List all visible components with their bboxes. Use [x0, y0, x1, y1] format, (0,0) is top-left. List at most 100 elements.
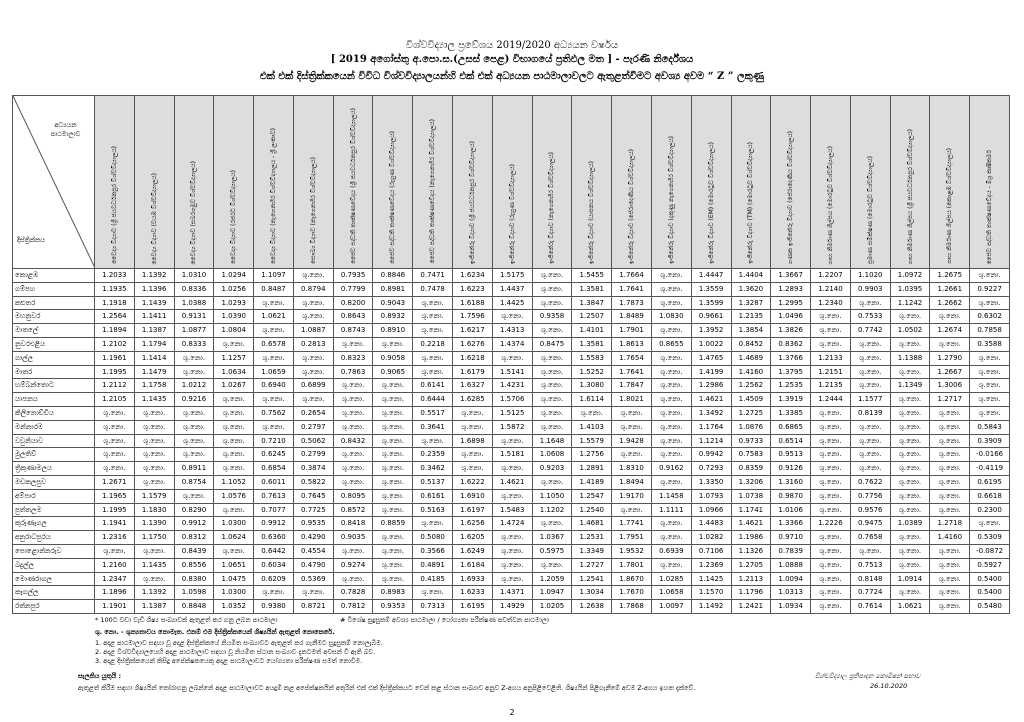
district-cell: වවුනියාව — [12, 433, 95, 449]
z-score-cell: ශු.නො. — [969, 350, 1010, 366]
z-score-cell: 0.9710 — [770, 530, 812, 545]
z-score-cell: ශු.නො. — [94, 461, 135, 476]
z-score-cell: 1.3287 — [730, 295, 772, 311]
table-row: කොළඹ 1.2033 1.1392 1.0310 1.0294 1.1097 ශු.නො.… — [12, 268, 1010, 283]
z-score-cell: ශු.නො. — [889, 447, 931, 463]
z-score-cell: 1.4621 — [730, 516, 772, 532]
z-score-cell: 0.5975 — [531, 543, 573, 559]
z-score-cell: 0.5062 — [292, 433, 334, 449]
z-score-cell: 0.8794 — [292, 281, 334, 297]
z-score-cell: 0.9912 — [173, 516, 215, 532]
z-score-cell: 1.3581 — [571, 281, 613, 297]
z-score-cell: 1.2113 — [730, 571, 772, 587]
z-score-cell: ශු.නො. — [94, 405, 135, 421]
z-score-cell: 0.8095 — [332, 488, 374, 504]
z-score-cell: ශු.නො. — [133, 571, 175, 587]
z-score-cell: ශු.නො. — [412, 350, 454, 366]
z-score-cell: 0.8848 — [173, 599, 215, 614]
note: 2. අදාළ විශ්වවිද්‍යාලයෙහි අදාළ පාඨමාලාව … — [95, 648, 376, 656]
column-header: ඉංජිනේරු විද්‍යාව (දකුණු නැගෙනහිර විශ්වව… — [650, 95, 692, 269]
z-score-cell: ශු.නො. — [133, 461, 175, 476]
z-score-cell: 0.7839 — [770, 543, 812, 559]
z-score-cell: 0.2300 — [969, 502, 1010, 518]
z-score-cell: 1.2140 — [810, 281, 851, 297]
z-score-cell: 0.5843 — [969, 419, 1010, 435]
corner-district: දිස්ත්‍රික්කය — [17, 236, 46, 244]
z-score-cell: ශු.නො. — [213, 461, 255, 476]
z-score-cell: 1.0267 — [213, 378, 255, 394]
z-score-cell: ශු.නො. — [491, 530, 533, 545]
z-score-cell: 0.7645 — [292, 488, 334, 504]
z-score-cell: ශු.නො. — [412, 295, 454, 311]
z-score-cell: 1.0576 — [213, 488, 255, 504]
z-score-cell: 1.3581 — [571, 336, 613, 352]
z-score-cell: ශු.නො. — [611, 447, 652, 463]
z-score-cell: 1.3667 — [770, 268, 812, 283]
z-score-cell: ශු.නො. — [173, 488, 215, 504]
z-score-cell: 1.2133 — [810, 350, 851, 366]
remarks-text: ඇතුළත් කිරීම සඳහා ශිෂ්‍යයින් තෝරාගනු ලබන… — [78, 684, 696, 692]
z-score-cell: 1.4681 — [571, 516, 613, 532]
z-score-cell: -0.0872 — [969, 543, 1010, 559]
z-score-cell: 0.8290 — [173, 502, 215, 518]
z-score-cell: ශු.නො. — [969, 378, 1010, 394]
z-score-cell: 1.6205 — [452, 530, 493, 545]
z-score-cell: ශු.නො. — [810, 557, 851, 573]
z-score-cell: ශු.නො. — [889, 557, 931, 573]
column-header: ජෛව පද්ධති තාක්ෂණවේදය (රුහුණ විශ්වවිද්‍ය… — [372, 95, 414, 269]
z-score-cell: 1.0947 — [531, 585, 573, 601]
z-score-cell: 1.7801 — [611, 557, 652, 573]
z-score-cell: ශු.නො. — [412, 433, 454, 449]
remarks-title: සැලකිය යුතුයි : — [78, 672, 122, 680]
z-score-cell: 0.7562 — [253, 405, 294, 421]
z-score-cell: 0.7863 — [332, 364, 374, 380]
z-score-cell: 1.3080 — [571, 378, 613, 394]
z-score-cell: 1.6188 — [452, 295, 493, 311]
z-score-cell: 1.6218 — [452, 350, 493, 366]
z-score-cell: 0.5309 — [969, 530, 1010, 545]
z-score-table: අධ්‍යයන පාඨමාලාව දිස්ත්‍රික්කය වෛද්‍ය වි… — [12, 95, 1010, 614]
z-score-cell: 1.3826 — [770, 323, 812, 338]
z-score-cell: 0.7293 — [690, 461, 732, 476]
z-score-cell: ශු.නො. — [650, 516, 692, 532]
z-score-cell: 1.0256 — [213, 281, 255, 297]
corner-diagonal — [13, 96, 94, 267]
z-score-cell: 0.8452 — [730, 336, 772, 352]
table-row: යාපනය 1.2105 1.1435 0.9216 ශු.නො. ශු.නො. ශු.නො… — [12, 392, 1010, 407]
z-score-cell: 1.1579 — [133, 488, 175, 504]
z-score-cell: 0.6245 — [253, 447, 294, 463]
table-row: මඩකලපුව 1.2671 ශු.නො. 0.8754 1.1052 0.6011 0.5… — [12, 474, 1010, 490]
z-score-cell: ශු.නො. — [889, 488, 931, 504]
signature-name: විශ්වවිද්‍යාල ප්‍රතිපාදන කොමිෂන් සභාව — [815, 672, 921, 680]
z-score-cell: ශු.නො. — [253, 585, 294, 601]
z-score-cell: 0.7812 — [332, 599, 374, 614]
z-score-cell: 0.9358 — [531, 309, 573, 325]
z-score-cell: ශු.නො. — [929, 309, 971, 325]
z-score-cell: 0.6899 — [292, 378, 334, 394]
z-score-cell: ශු.නො. — [491, 461, 533, 476]
z-score-cell: ශු.නො. — [969, 295, 1010, 311]
z-score-cell: ශු.නො. — [849, 295, 891, 311]
z-score-cell: ශු.නො. — [372, 405, 414, 421]
z-score-cell: 1.7670 — [611, 585, 652, 601]
z-score-cell: 0.8983 — [372, 585, 414, 601]
z-score-cell: ශු.නො. — [889, 530, 931, 545]
z-score-cell: 1.2705 — [730, 557, 772, 573]
note: 3. අදාළ දිස්ත්‍රික්කයෙන් කිසිදු අපේක්ෂකය… — [95, 657, 363, 665]
z-score-cell: ශු.නො. — [929, 433, 971, 449]
table-row: පුත්තලම 1.1995 1.1830 0.8290 ශු.නො. 0.7077 0.7… — [12, 502, 1010, 518]
z-score-cell: 1.1202 — [531, 502, 573, 518]
z-score-cell: 1.4447 — [690, 268, 732, 283]
z-score-cell: 0.8487 — [253, 281, 294, 297]
z-score-cell: ශු.නො. — [292, 268, 334, 283]
z-score-cell: 0.5137 — [412, 474, 454, 490]
z-score-cell: 0.9733 — [730, 433, 772, 449]
z-score-cell: 1.4509 — [730, 392, 772, 407]
z-score-cell: 0.8911 — [173, 461, 215, 476]
z-score-cell: 1.1986 — [730, 530, 772, 545]
z-score-cell: 0.8910 — [372, 323, 414, 338]
z-score-cell: 1.0022 — [690, 336, 732, 352]
z-score-cell: ශු.නො. — [332, 419, 374, 435]
z-score-cell: ශු.නො. — [372, 461, 414, 476]
